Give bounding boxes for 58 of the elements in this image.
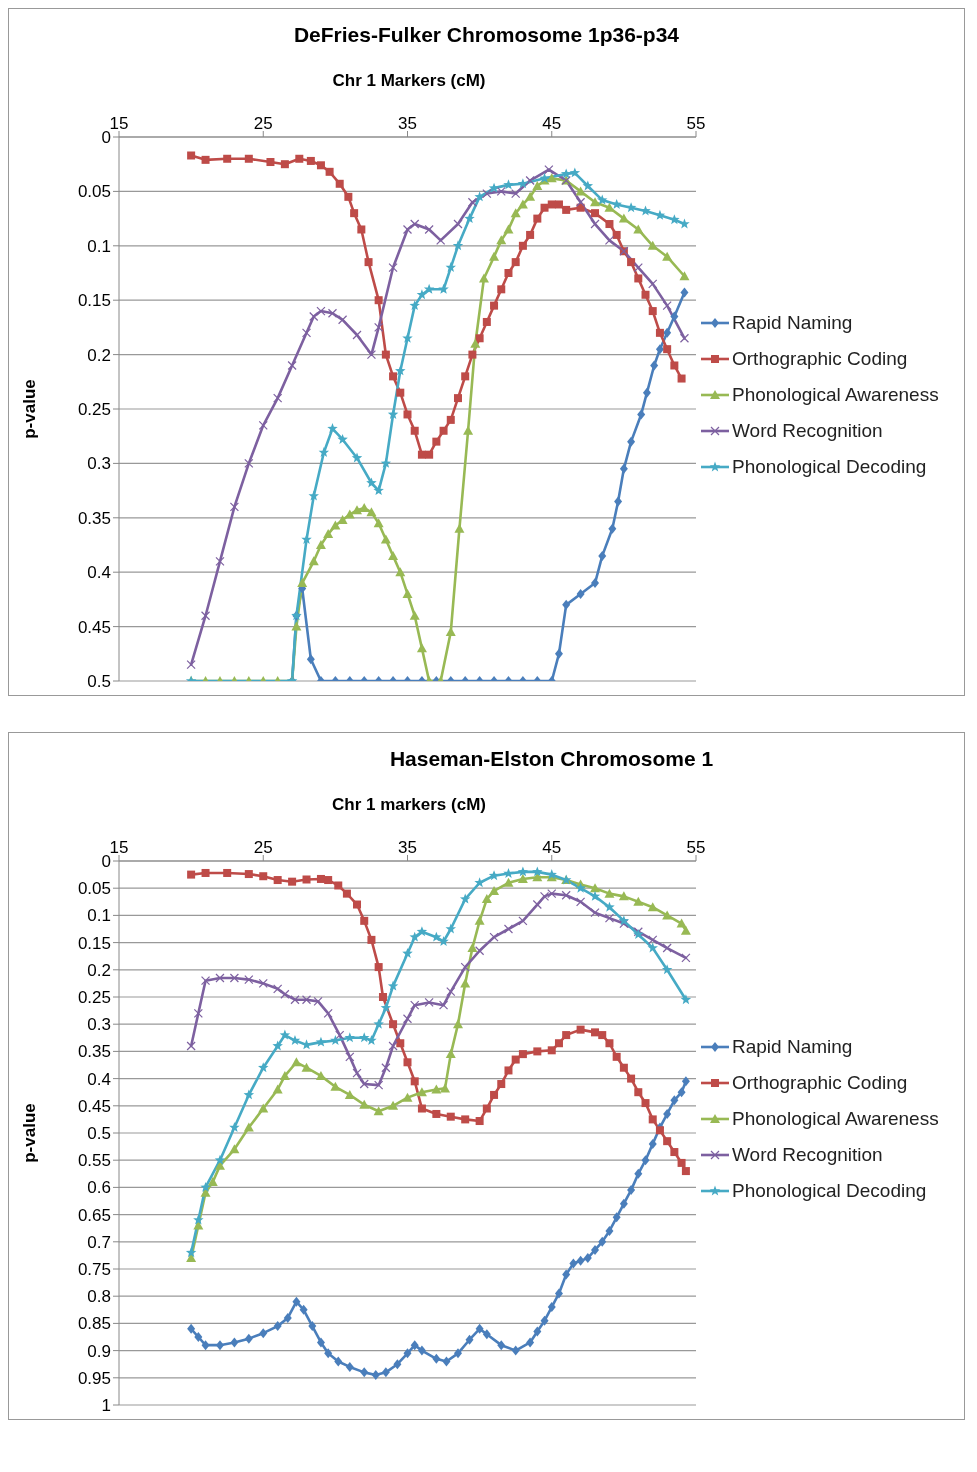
x-tick-label: 45 bbox=[542, 838, 562, 857]
y-tick-label: 0.4 bbox=[87, 1069, 111, 1089]
y-tick-label: 0.15 bbox=[77, 933, 111, 953]
y-tick-label: 0.05 bbox=[77, 182, 111, 202]
y-tick-label: 0 bbox=[101, 852, 111, 872]
y-tick-label: 0.45 bbox=[77, 617, 111, 637]
x-tick-label: 45 bbox=[542, 114, 562, 133]
y-axis-title: p-value bbox=[20, 379, 40, 439]
legend-label: Rapid Naming bbox=[732, 311, 853, 335]
x-tick-label: 25 bbox=[253, 114, 273, 133]
y-tick-label: 0.3 bbox=[87, 454, 111, 474]
y-tick-label: 0.05 bbox=[77, 879, 111, 899]
y-tick-label: 0.9 bbox=[87, 1341, 111, 1361]
y-tick-label: 0.25 bbox=[77, 988, 111, 1008]
legend-label: Phonological Decoding bbox=[732, 1179, 927, 1203]
y-tick-label: 0.55 bbox=[77, 1151, 111, 1171]
y-tick-label: 0.5 bbox=[87, 1124, 111, 1144]
x-tick-label: 15 bbox=[109, 838, 129, 857]
y-tick-label: 0.1 bbox=[87, 236, 111, 256]
legend-label: Orthographic Coding bbox=[732, 1071, 908, 1095]
y-tick-label: 0.1 bbox=[87, 906, 111, 926]
x-axis-title: Chr 1 Markers (cM) bbox=[331, 71, 487, 91]
legend-label: Orthographic Coding bbox=[732, 347, 908, 371]
y-tick-label: 0.25 bbox=[77, 400, 111, 420]
legend-label: Phonological Decoding bbox=[732, 455, 927, 479]
y-tick-label: 1 bbox=[101, 1396, 111, 1416]
y-tick-label: 0.65 bbox=[77, 1205, 111, 1225]
x-axis-title: Chr 1 markers (cM) bbox=[331, 795, 487, 815]
y-tick-label: 0.6 bbox=[87, 1178, 111, 1198]
y-tick-label: 0.4 bbox=[87, 563, 111, 583]
y-tick-label: 0.5 bbox=[87, 672, 111, 692]
x-tick-label: 15 bbox=[109, 114, 129, 133]
y-tick-label: 0.85 bbox=[77, 1314, 111, 1334]
y-tick-label: 0.95 bbox=[77, 1368, 111, 1388]
y-tick-label: 0.75 bbox=[77, 1260, 111, 1280]
y-tick-label: 0 bbox=[101, 128, 111, 148]
y-tick-label: 0.35 bbox=[77, 1042, 111, 1062]
legend-label: Word Recognition bbox=[732, 419, 883, 443]
x-tick-label: 35 bbox=[398, 114, 417, 133]
legend-label: Word Recognition bbox=[732, 1143, 883, 1167]
y-tick-label: 0.2 bbox=[87, 345, 111, 365]
x-tick-label: 55 bbox=[686, 838, 706, 857]
y-tick-label: 0.45 bbox=[77, 1096, 111, 1116]
y-tick-label: 0.3 bbox=[87, 1015, 111, 1035]
y-tick-label: 0.8 bbox=[87, 1287, 111, 1307]
legend-label: Rapid Naming bbox=[732, 1035, 853, 1059]
x-tick-label: 25 bbox=[253, 838, 273, 857]
y-axis-title: p-value bbox=[20, 1103, 40, 1163]
y-tick-label: 0.2 bbox=[87, 960, 111, 980]
chart-title: Haseman-Elston Chromosome 1 bbox=[388, 746, 715, 771]
legend-label: Phonological Awareness bbox=[732, 383, 939, 407]
chart-title: DeFries-Fulker Chromosome 1p36-p34 bbox=[292, 22, 681, 47]
y-tick-label: 0.7 bbox=[87, 1232, 111, 1252]
x-tick-label: 55 bbox=[686, 114, 706, 133]
legend-label: Phonological Awareness bbox=[732, 1107, 939, 1131]
x-tick-label: 35 bbox=[398, 838, 417, 857]
y-tick-label: 0.15 bbox=[77, 291, 111, 311]
y-tick-label: 0.35 bbox=[77, 508, 111, 528]
